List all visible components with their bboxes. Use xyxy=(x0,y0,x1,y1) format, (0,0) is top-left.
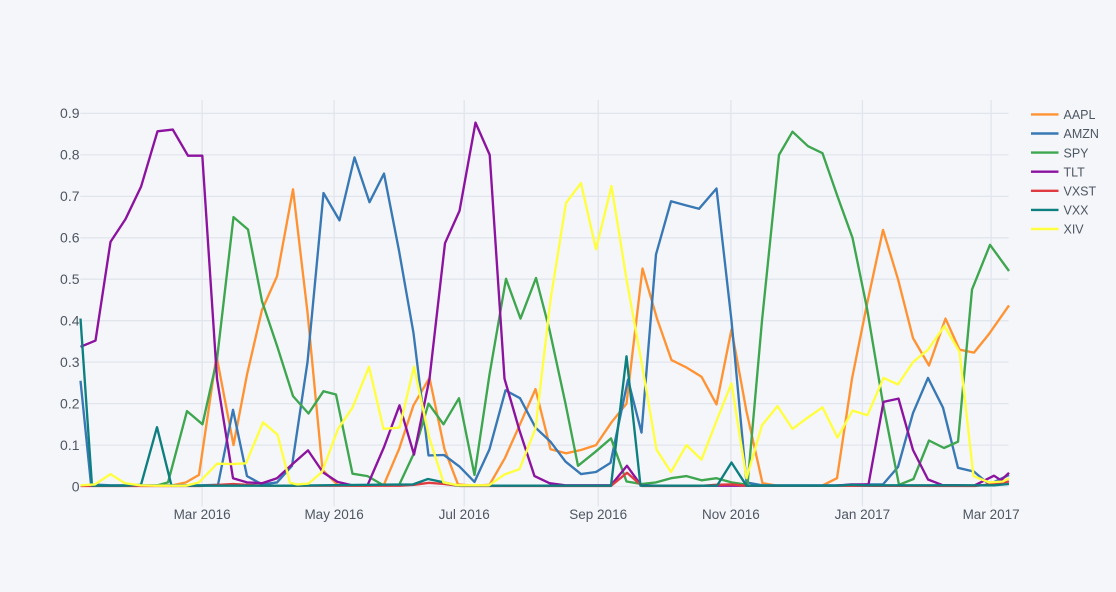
svg-text:VXX: VXX xyxy=(1064,204,1090,218)
svg-text:SPY: SPY xyxy=(1064,146,1090,160)
svg-text:Mar 2016: Mar 2016 xyxy=(174,507,231,522)
svg-text:AMZN: AMZN xyxy=(1064,127,1099,141)
svg-text:0.7: 0.7 xyxy=(60,188,80,204)
svg-text:Mar 2017: Mar 2017 xyxy=(963,507,1020,522)
svg-text:VXST: VXST xyxy=(1064,185,1097,199)
svg-text:0.3: 0.3 xyxy=(60,354,80,370)
svg-text:Nov 2016: Nov 2016 xyxy=(702,507,760,522)
svg-text:0: 0 xyxy=(72,478,80,494)
svg-text:0.9: 0.9 xyxy=(60,105,80,121)
svg-text:0.2: 0.2 xyxy=(60,395,80,411)
svg-text:Sep 2016: Sep 2016 xyxy=(569,507,627,522)
svg-text:0.8: 0.8 xyxy=(60,147,80,163)
svg-text:AAPL: AAPL xyxy=(1064,108,1096,122)
svg-text:0.1: 0.1 xyxy=(60,437,80,453)
svg-text:0.6: 0.6 xyxy=(60,230,80,246)
svg-text:0.5: 0.5 xyxy=(60,271,80,287)
svg-text:0.4: 0.4 xyxy=(60,313,80,329)
svg-text:Jul 2016: Jul 2016 xyxy=(439,507,490,522)
svg-text:May 2016: May 2016 xyxy=(304,507,363,522)
svg-text:XIV: XIV xyxy=(1064,223,1085,237)
svg-text:Jan 2017: Jan 2017 xyxy=(835,507,891,522)
svg-text:TLT: TLT xyxy=(1064,165,1086,179)
